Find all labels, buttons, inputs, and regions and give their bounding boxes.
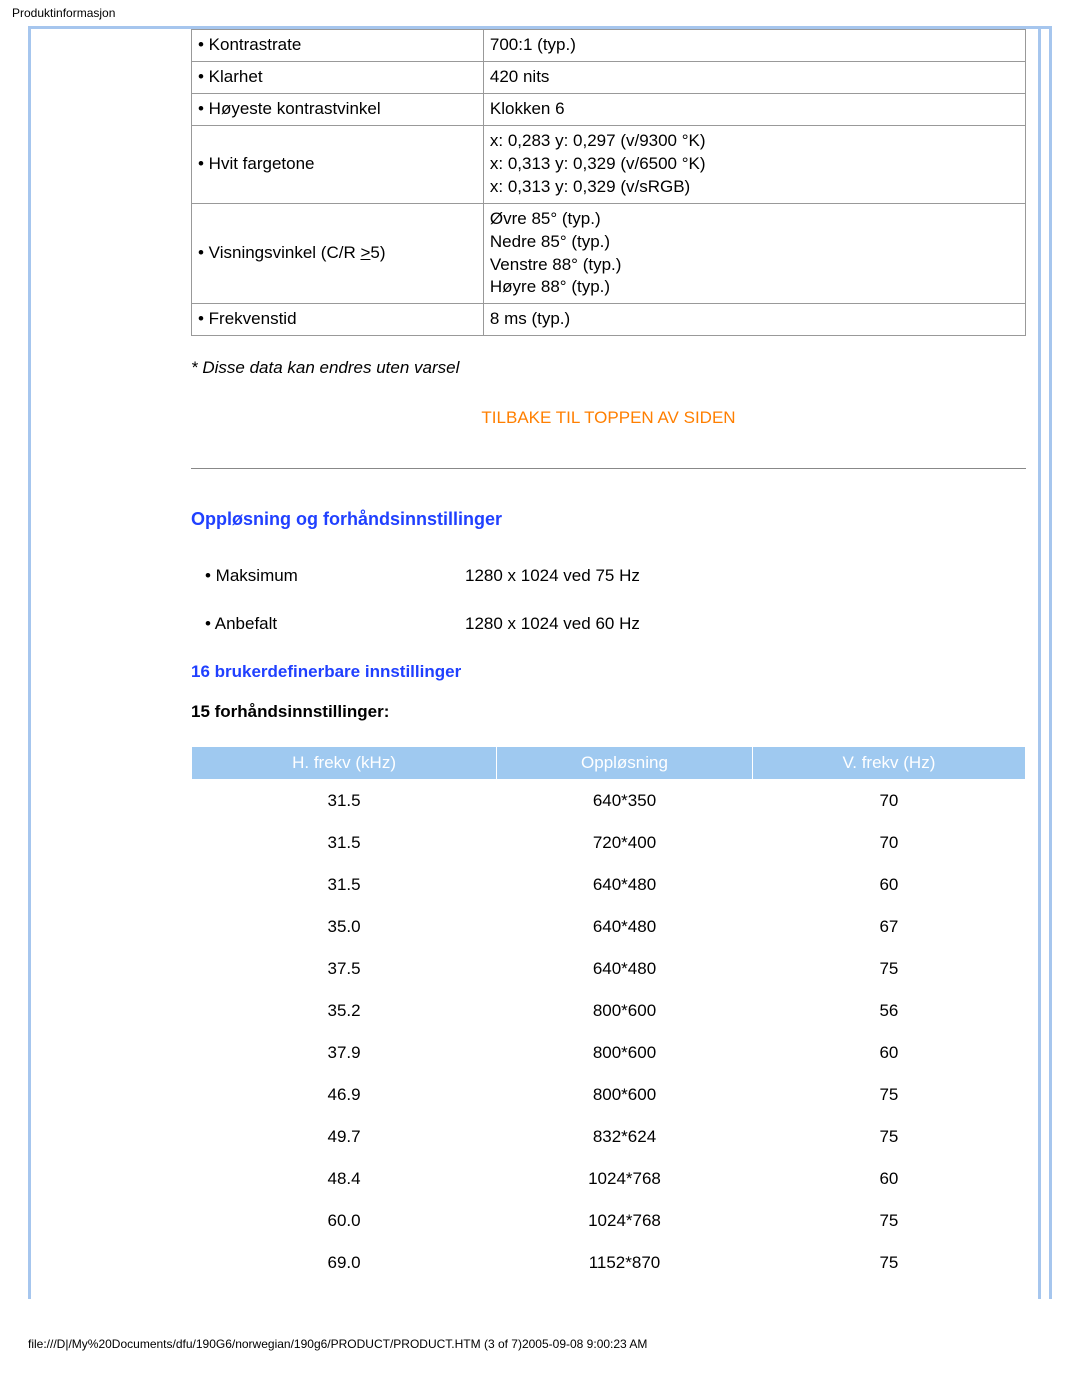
preset-cell: 37.9: [192, 1032, 497, 1074]
preset-cell: 75: [752, 948, 1025, 990]
preset-table: H. frekv (kHz)OppløsningV. frekv (Hz) 31…: [191, 746, 1026, 1284]
preset-cell: 1152*870: [497, 1242, 753, 1284]
preset-row: 37.9800*60060: [192, 1032, 1026, 1074]
section-divider: [191, 468, 1026, 469]
spec-label: • Frekvenstid: [192, 304, 484, 336]
preset-cell: 640*480: [497, 864, 753, 906]
preset-column-header: Oppløsning: [497, 747, 753, 780]
preset-row: 31.5640*35070: [192, 780, 1026, 823]
preset-cell: 1024*768: [497, 1200, 753, 1242]
preset-cell: 640*480: [497, 906, 753, 948]
resolution-list: • Maksimum1280 x 1024 ved 75 Hz • Anbefal…: [191, 566, 1026, 634]
preset-cell: 67: [752, 906, 1025, 948]
preset-column-header: H. frekv (kHz): [192, 747, 497, 780]
preset-cell: 35.2: [192, 990, 497, 1032]
spec-label: • Visningsvinkel (C/R >5): [192, 203, 484, 304]
preset-row: 49.7832*62475: [192, 1116, 1026, 1158]
spec-label: • Hvit fargetone: [192, 125, 484, 203]
preset-cell: 69.0: [192, 1242, 497, 1284]
preset-row: 69.01152*87075: [192, 1242, 1026, 1284]
spec-label: • Klarhet: [192, 61, 484, 93]
spec-table: • Kontrastrate700:1 (typ.)• Klarhet420 n…: [191, 29, 1026, 336]
preset-cell: 75: [752, 1242, 1025, 1284]
preset-cell: 31.5: [192, 780, 497, 823]
preset-cell: 640*480: [497, 948, 753, 990]
preset-row: 31.5720*40070: [192, 822, 1026, 864]
spec-value: Klokken 6: [483, 93, 1025, 125]
section-heading-resolution: Oppløsning og forhåndsinnstillinger: [191, 509, 1026, 530]
preset-cell: 640*350: [497, 780, 753, 823]
preset-cell: 75: [752, 1200, 1025, 1242]
spec-value: 420 nits: [483, 61, 1025, 93]
preset-cell: 75: [752, 1116, 1025, 1158]
preset-cell: 720*400: [497, 822, 753, 864]
preset-row: 31.5640*48060: [192, 864, 1026, 906]
preset-cell: 49.7: [192, 1116, 497, 1158]
preset-cell: 70: [752, 780, 1025, 823]
spec-value: 700:1 (typ.): [483, 30, 1025, 62]
spec-value: x: 0,283 y: 0,297 (v/9300 °K)x: 0,313 y:…: [483, 125, 1025, 203]
preset-cell: 60.0: [192, 1200, 497, 1242]
resolution-row: • Maksimum1280 x 1024 ved 75 Hz: [205, 566, 1026, 586]
preset-cell: 35.0: [192, 906, 497, 948]
preset-cell: 60: [752, 1032, 1025, 1074]
user-definable-heading: 16 brukerdefinerbare innstillinger: [191, 662, 1026, 682]
page-header: Produktinformasjon: [0, 0, 1080, 26]
content-column: • Kontrastrate700:1 (typ.)• Klarhet420 n…: [191, 29, 1041, 1299]
preset-cell: 48.4: [192, 1158, 497, 1200]
preset-cell: 31.5: [192, 822, 497, 864]
preset-cell: 800*600: [497, 1032, 753, 1074]
preset-row: 46.9800*60075: [192, 1074, 1026, 1116]
preset-row: 60.01024*76875: [192, 1200, 1026, 1242]
preset-cell: 75: [752, 1074, 1025, 1116]
resolution-row: • Anbefalt1280 x 1024 ved 60 Hz: [205, 614, 1026, 634]
preset-row: 48.41024*76860: [192, 1158, 1026, 1200]
preset-row: 35.2800*60056: [192, 990, 1026, 1032]
preset-cell: 46.9: [192, 1074, 497, 1116]
spec-label: • Høyeste kontrastvinkel: [192, 93, 484, 125]
preset-cell: 60: [752, 1158, 1025, 1200]
preset-cell: 60: [752, 864, 1025, 906]
spec-value: Øvre 85° (typ.)Nedre 85° (typ.)Venstre 8…: [483, 203, 1025, 304]
resolution-label: • Anbefalt: [205, 614, 465, 634]
footer-path: file:///D|/My%20Documents/dfu/190G6/norw…: [0, 1319, 1080, 1363]
preset-cell: 800*600: [497, 1074, 753, 1116]
back-to-top-link[interactable]: TILBAKE TIL TOPPEN AV SIDEN: [191, 408, 1026, 428]
resolution-value: 1280 x 1024 ved 75 Hz: [465, 566, 640, 586]
spec-value: 8 ms (typ.): [483, 304, 1025, 336]
preset-cell: 37.5: [192, 948, 497, 990]
preset-cell: 800*600: [497, 990, 753, 1032]
disclaimer-text: * Disse data kan endres uten varsel: [191, 358, 1026, 378]
content-frame: • Kontrastrate700:1 (typ.)• Klarhet420 n…: [28, 26, 1052, 1299]
spec-label: • Kontrastrate: [192, 30, 484, 62]
resolution-value: 1280 x 1024 ved 60 Hz: [465, 614, 640, 634]
preset-row: 35.0640*48067: [192, 906, 1026, 948]
preset-cell: 56: [752, 990, 1025, 1032]
preset-cell: 832*624: [497, 1116, 753, 1158]
preset-cell: 70: [752, 822, 1025, 864]
preset-column-header: V. frekv (Hz): [752, 747, 1025, 780]
preset-cell: 31.5: [192, 864, 497, 906]
preset-cell: 1024*768: [497, 1158, 753, 1200]
preset-row: 37.5640*48075: [192, 948, 1026, 990]
resolution-label: • Maksimum: [205, 566, 465, 586]
presets-heading: 15 forhåndsinnstillinger:: [191, 702, 1026, 722]
